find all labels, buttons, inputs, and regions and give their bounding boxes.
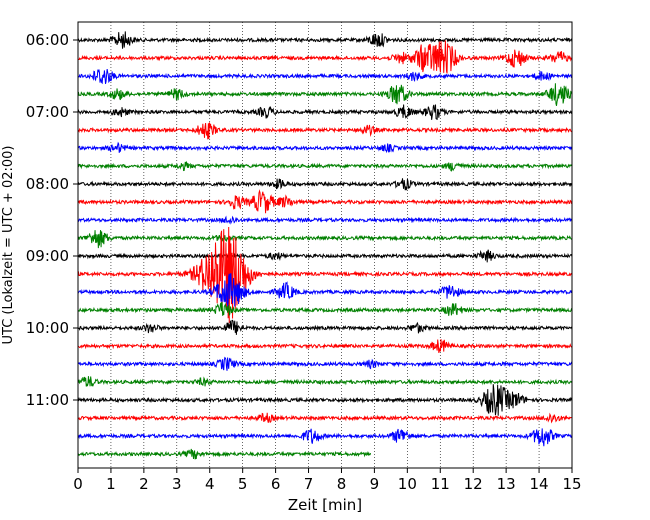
- x-tick-label: 5: [238, 475, 248, 493]
- grid-lines: [110, 22, 540, 468]
- trace-1045: [77, 376, 573, 387]
- x-tick-label: 15: [562, 475, 581, 493]
- trace-0615: [77, 40, 573, 74]
- x-tick-label: 14: [530, 475, 549, 493]
- x-tick-label: 1: [106, 475, 116, 493]
- trace-1100: [77, 384, 573, 416]
- trace-1015: [77, 339, 573, 353]
- x-tick-label: 13: [497, 475, 516, 493]
- x-tick-label: 11: [431, 475, 450, 493]
- trace-0745: [77, 160, 573, 172]
- y-tick-label: 07:00: [26, 103, 69, 121]
- y-tick-label: 06:00: [26, 31, 69, 49]
- trace-0715: [77, 122, 573, 140]
- trace-1145: [77, 448, 372, 460]
- x-tick-label: 12: [464, 475, 483, 493]
- x-tick-label: 4: [205, 475, 215, 493]
- trace-0915: [77, 227, 573, 324]
- trace-1000: [77, 319, 573, 335]
- trace-0645: [77, 83, 573, 106]
- trace-0800: [77, 178, 573, 191]
- y-axis-label: UTC (Lokalzeit = UTC + 02:00): [1, 146, 16, 345]
- trace-0830: [77, 215, 573, 225]
- plot-frame: [77, 21, 573, 469]
- y-tick-label: 09:00: [26, 247, 69, 265]
- x-tick-label: 0: [73, 475, 83, 493]
- trace-0630: [77, 69, 573, 85]
- trace-0845: [77, 230, 573, 249]
- trace-0700: [77, 104, 573, 120]
- x-axis-label: Zeit [min]: [288, 496, 362, 514]
- y-tick-label: 10:00: [26, 319, 69, 337]
- trace-0730: [77, 141, 573, 154]
- y-tick-label: 08:00: [26, 175, 69, 193]
- y-tick-label: 11:00: [26, 391, 69, 409]
- y-axis: 06:00 07:00 08:00 09:00 10:00 11:00: [26, 31, 78, 409]
- trace-0930: [77, 273, 573, 307]
- trace-0900: [77, 249, 573, 263]
- x-tick-label: 3: [172, 475, 182, 493]
- trace-1030: [77, 356, 573, 371]
- trace-0815: [77, 189, 573, 214]
- trace-1115: [77, 412, 572, 424]
- trace-1130: [77, 428, 573, 447]
- trace-0945: [77, 301, 573, 317]
- x-tick-label: 8: [337, 475, 347, 493]
- x-tick-label: 10: [398, 475, 417, 493]
- trace-0600: [77, 31, 573, 49]
- x-tick-label: 2: [139, 475, 149, 493]
- x-tick-label: 9: [370, 475, 380, 493]
- x-axis: 0 1 2 3 4 5 6 7 8 9 10 11 12 13 14 15: [73, 468, 582, 493]
- traces: [77, 31, 573, 460]
- x-tick-label: 7: [304, 475, 314, 493]
- x-tick-label: 6: [271, 475, 281, 493]
